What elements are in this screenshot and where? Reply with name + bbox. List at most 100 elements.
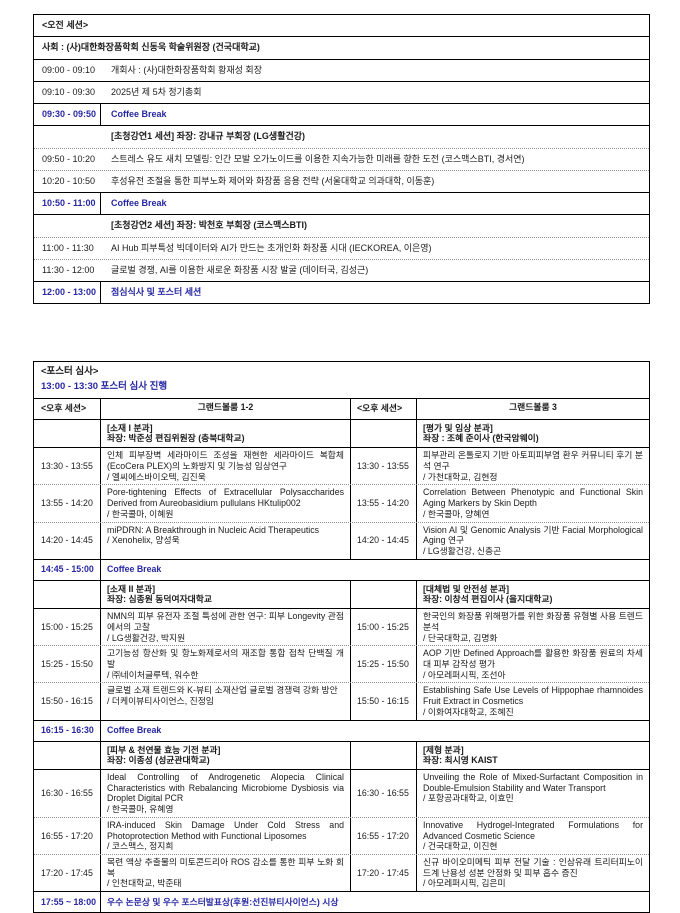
room-header-right: 그랜드볼룸 3 xyxy=(509,401,557,412)
talk-title: Unveiling the Role of Mixed-Surfactant C… xyxy=(423,772,643,793)
talk-row: 10:20 - 10:50 후성유전 조절을 통한 피부노화 제어와 화장품 응… xyxy=(34,169,649,192)
track-header-right: [제형 분과] 좌장: 최시영 KAIST xyxy=(417,742,649,769)
poster-review-schedule: 13:00 - 13:30 포스터 심사 진행 xyxy=(41,380,168,392)
talk-author: / 단국대학교, 김명화 xyxy=(423,632,498,643)
talk-author: / 한국콜마, 이혜원 xyxy=(107,508,174,519)
track-title: [대체법 및 안전성 분과] xyxy=(423,583,510,594)
time-cell: 09:50 - 10:20 xyxy=(42,153,96,164)
talk-title: 인체 피부장벽 세라마이드 조성을 재현한 세라마이드 복합체 (EcoCera… xyxy=(107,450,344,471)
track-header-right: [대체법 및 안전성 분과] 좌장: 이창석 편집이사 (을지대학교) xyxy=(417,581,649,608)
track-chair: 좌장: 최시영 KAIST xyxy=(423,755,498,766)
time-cell xyxy=(351,741,417,769)
schedule-row: 09:00 - 09:10 개회사 : (사)대한화장품학회 황재성 회장 xyxy=(34,58,649,81)
event-cell: 2025년 제 5차 정기총회 xyxy=(111,86,202,97)
time-cell: 14:20 - 14:45 xyxy=(34,522,101,559)
award-label: 우수 논문상 및 우수 포스터발표상(후원:선진뷰티사이언스) 시상 xyxy=(107,896,339,907)
time-cell: 17:20 - 17:45 xyxy=(34,855,101,892)
track-title: [소재 I 분과] xyxy=(107,422,153,433)
talk-author: / 가천대학교, 김현정 xyxy=(423,471,498,482)
time-cell: 15:50 - 16:15 xyxy=(34,683,101,720)
conference-program-page: <오전 세션> 사회 : (사)대한화장품학회 신동욱 학술위원장 (건국대학교… xyxy=(33,14,650,913)
track-header-left: [피부 & 천연물 효능 기전 분과] 좌장: 이종성 (성균관대학교) xyxy=(101,741,351,769)
time-cell xyxy=(34,215,101,236)
session-header-text: [초청강연1 세션] 좌장: 강내규 부회장 (LG생활건강) xyxy=(111,131,306,142)
coffee-break-row: 09:30 - 09:50 Coffee Break xyxy=(34,103,649,126)
time-cell: 16:30 - 16:55 xyxy=(34,770,101,817)
talk-cell: 인체 피부장벽 세라마이드 조성을 재현한 세라마이드 복합체 (EcoCera… xyxy=(101,448,351,485)
talk-author: / 이화여자대학교, 조혜진 xyxy=(423,706,514,717)
talk-cell: 한국인의 화장품 위해평가를 위한 화장품 유형별 사용 트렌드 분석 / 단국… xyxy=(417,609,649,645)
award-row: 17:55 ~ 18:00 우수 논문상 및 우수 포스터발표상(후원:선진뷰티… xyxy=(34,891,649,913)
talk-title: miPDRN: A Breakthrough in Nucleic Acid T… xyxy=(107,524,320,535)
talk-cell: miPDRN: A Breakthrough in Nucleic Acid T… xyxy=(101,522,351,559)
track-header-left: [소재 I 분과] 좌장: 박준성 편집위원장 (충북대학교) xyxy=(101,419,351,448)
talk-author: / 포항공과대학교, 이효민 xyxy=(423,793,514,804)
time-cell: 09:00 - 09:10 xyxy=(42,64,96,75)
talk-cell: 신규 바이오미메틱 피부 전달 기술 : 인삼유래 트리터피노이드계 난용성 성… xyxy=(417,855,649,891)
morning-title-row: <오전 세션> xyxy=(34,15,649,36)
talk-author: / 한국콜마, 유혜영 xyxy=(107,804,174,815)
session-header-text: [초청강연2 세션] 좌장: 박천호 부회장 (코스맥스BTI) xyxy=(111,220,308,231)
time-cell: 15:25 - 15:50 xyxy=(351,646,417,683)
talk-title: 피부관리 온톨로지 기반 아토피피부염 환우 커뮤니티 후기 분석 연구 xyxy=(423,450,643,471)
time-cell: 15:50 - 16:15 xyxy=(351,683,417,720)
talk-cell: Correlation Between Phenotypic and Funct… xyxy=(417,485,649,521)
track-title: [소재 II 분과] xyxy=(107,583,156,594)
talk-author: / 더케이뷰티사이언스, 진정임 xyxy=(107,696,214,707)
poster-review-block: <포스터 심사> 13:00 - 13:30 포스터 심사 진행 xyxy=(34,362,649,398)
time-cell: 14:45 - 15:00 xyxy=(34,559,101,580)
time-cell: 11:30 - 12:00 xyxy=(42,264,95,275)
talk-cell: 글로벌 소재 트렌드와 K-뷰티 소재산업 글로벌 경쟁력 강화 방안 / 더케… xyxy=(101,683,351,720)
talk-row: 17:20 - 17:45 목련 액상 추출물의 미토콘드리아 ROS 감소를 … xyxy=(34,854,649,892)
time-cell: 13:55 - 14:20 xyxy=(351,485,417,522)
talk-author: / 엘씨에스바이오텍, 김진욱 xyxy=(107,471,206,482)
time-cell xyxy=(34,419,101,448)
poster-review-title: <포스터 심사> xyxy=(41,366,99,378)
column-header-row: <오후 세션> 그랜드볼룸 1-2 <오후 세션> 그랜드볼룸 3 xyxy=(34,397,649,419)
talk-author: / LG생활건강, 신충곤 xyxy=(423,545,502,556)
time-cell: 13:30 - 13:55 xyxy=(34,448,101,485)
talk-row: 15:00 - 15:25 NMN의 피부 유전자 조절 특성에 관한 연구: … xyxy=(34,608,649,646)
talk-row: 11:30 - 12:00 글로벌 경쟁, AI를 이용한 새로운 화장품 시장… xyxy=(34,258,649,281)
talk-cell: Vision AI 및 Genomic Analysis 기반 Facial M… xyxy=(417,523,649,559)
talk-title: 고기능성 항산화 및 항노화제로서의 재조합 통합 접착 단백질 개발 xyxy=(107,648,344,669)
room-header-left: 그랜드볼룸 1-2 xyxy=(101,398,351,419)
talk-row: 16:30 - 16:55 Ideal Controlling of Andro… xyxy=(34,769,649,817)
talk-title: 글로벌 소재 트렌드와 K-뷰티 소재산업 글로벌 경쟁력 강화 방안 xyxy=(107,685,338,696)
time-cell xyxy=(34,580,101,609)
talk-author: / ㈜네이처글루텍, 워수한 xyxy=(107,669,199,680)
time-cell: 09:30 - 09:50 xyxy=(34,104,101,126)
talk-author: / 아모레퍼시픽, 김은미 xyxy=(423,878,506,889)
time-cell: 15:25 - 15:50 xyxy=(34,646,101,683)
talk-cell: Establishing Safe Use Levels of Hippopha… xyxy=(417,683,649,719)
coffee-break-row: 10:50 - 11:00 Coffee Break xyxy=(34,192,649,215)
schedule-row: 09:10 - 09:30 2025년 제 5차 정기총회 xyxy=(34,80,649,103)
talk-title: IRA-induced Skin Damage Under Cold Stres… xyxy=(107,819,344,841)
time-cell xyxy=(34,741,101,769)
coffee-break-row: 14:45 - 15:00 Coffee Break xyxy=(34,558,649,580)
track-title: [피부 & 천연물 효능 기전 분과] xyxy=(107,744,221,755)
coffee-break-row: 16:15 - 16:30 Coffee Break xyxy=(34,719,649,741)
talk-title: AOP 기반 Defined Approach를 활용한 화장품 원료의 차세대… xyxy=(423,648,643,669)
time-cell: 16:55 - 17:20 xyxy=(351,817,417,855)
track-chair: 좌장: 박준성 편집위원장 (충북대학교) xyxy=(107,433,245,444)
talk-row: 15:50 - 16:15 글로벌 소재 트렌드와 K-뷰티 소재산업 글로벌 … xyxy=(34,682,649,720)
host-row: 사회 : (사)대한화장품학회 신동욱 학술위원장 (건국대학교) xyxy=(34,36,649,58)
time-cell: 13:55 - 14:20 xyxy=(34,485,101,522)
coffee-break-label: Coffee Break xyxy=(107,725,162,736)
track-title: [평가 및 임상 분과] xyxy=(423,422,493,433)
track-chair: 좌장: 이종성 (성균관대학교) xyxy=(107,755,210,766)
talk-row: 13:55 - 14:20 Pore-tightening Effects of… xyxy=(34,484,649,522)
track-header-row: [소재 II 분과] 좌장: 심종원 동덕여자대학교 [대체법 및 안전성 분과… xyxy=(34,579,649,609)
time-cell: 12:00 - 13:00 xyxy=(34,282,101,304)
event-cell: 개회사 : (사)대한화장품학회 황재성 회장 xyxy=(111,64,262,75)
talk-cell: NMN의 피부 유전자 조절 특성에 관한 연구: 피부 Longevity 관… xyxy=(101,609,351,646)
time-cell: 14:20 - 14:45 xyxy=(351,522,417,559)
time-cell: 09:10 - 09:30 xyxy=(42,86,96,97)
afternoon-session-table: <포스터 심사> 13:00 - 13:30 포스터 심사 진행 <오후 세션>… xyxy=(33,361,650,913)
talk-title: Ideal Controlling of Androgenetic Alopec… xyxy=(107,772,344,804)
track-title: [제형 분과] xyxy=(423,744,464,755)
afternoon-session-label-right: <오후 세션> xyxy=(351,398,417,419)
talk-cell: Ideal Controlling of Androgenetic Alopec… xyxy=(101,770,351,817)
talk-row: 09:50 - 10:20 스트레스 유도 새치 모델링: 인간 모발 오가노이… xyxy=(34,147,649,170)
